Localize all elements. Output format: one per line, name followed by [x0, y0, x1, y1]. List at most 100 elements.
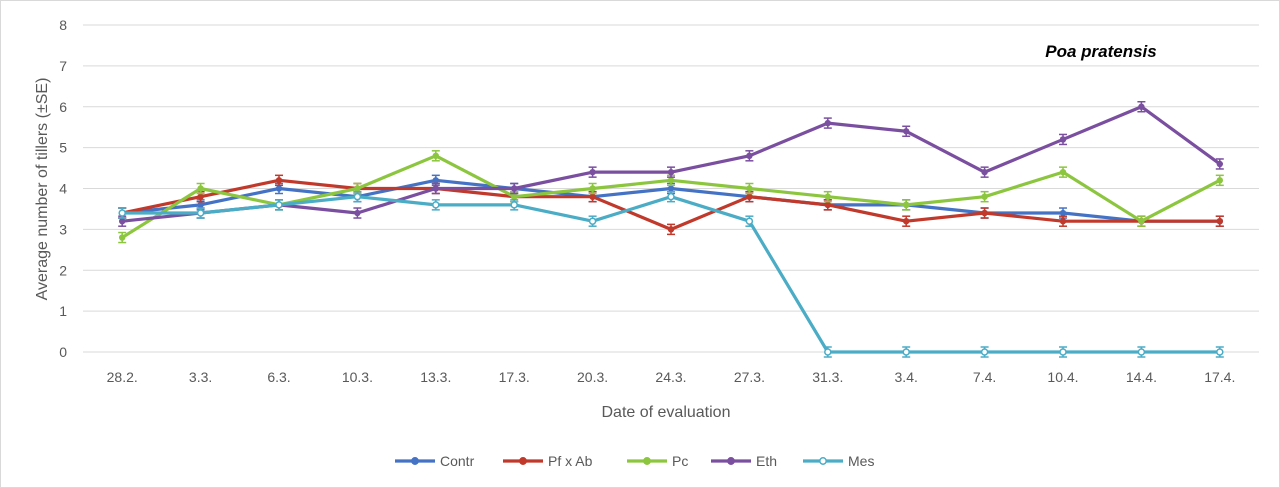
legend-label: Mes: [848, 453, 874, 469]
x-tick-label: 13.3.: [420, 369, 451, 385]
legend-item: Mes: [803, 453, 874, 469]
data-point: [196, 209, 205, 217]
x-tick-label: 20.3.: [577, 369, 608, 385]
data-point: [980, 348, 989, 356]
x-tick-label: 17.4.: [1204, 369, 1235, 385]
y-tick-label: 2: [59, 262, 67, 278]
legend-item: Pc: [627, 453, 688, 469]
data-point: [667, 185, 675, 192]
data-point: [1138, 103, 1145, 110]
data-point: [1216, 177, 1224, 184]
x-tick-label: 27.3.: [734, 369, 765, 385]
legend-marker: [411, 457, 419, 465]
legend-item: Pf x Ab: [503, 453, 593, 469]
chart-title: Poa pratensis: [1045, 42, 1157, 61]
data-point: [981, 168, 988, 176]
legend-marker: [819, 457, 827, 465]
data-point: [432, 152, 439, 159]
x-axis-title: Date of evaluation: [602, 404, 731, 421]
y-tick-label: 6: [59, 99, 67, 115]
data-point: [354, 185, 361, 192]
data-point: [981, 209, 988, 217]
data-point: [824, 193, 831, 200]
data-point: [353, 192, 362, 201]
y-tick-labels: 0 1 2 3 4 5 6 7 8: [59, 17, 67, 360]
legend: Contr Pf x Ab Pc Eth Mes: [395, 453, 874, 469]
y-tick-label: 1: [59, 303, 67, 319]
data-point: [824, 201, 831, 209]
data-point: [1059, 168, 1067, 176]
data-point: [667, 177, 675, 184]
y-tick-label: 3: [59, 221, 67, 237]
data-point: [118, 209, 126, 217]
y-tick-label: 7: [59, 58, 67, 74]
y-tick-label: 8: [59, 17, 67, 33]
legend-label: Pc: [672, 453, 688, 469]
data-point: [981, 193, 988, 200]
legend-label: Pf x Ab: [548, 453, 593, 469]
x-tick-label: 10.3.: [342, 369, 373, 385]
data-point: [746, 193, 753, 200]
data-point: [275, 201, 283, 209]
series-mes: [118, 190, 1224, 358]
x-tick-label: 24.3.: [655, 369, 686, 385]
data-point: [1216, 348, 1224, 356]
legend-marker: [727, 457, 735, 465]
data-point: [745, 217, 754, 225]
x-tick-label: 3.3.: [189, 369, 212, 385]
x-tick-label: 28.2.: [107, 369, 138, 385]
data-point: [1138, 218, 1145, 225]
data-point: [902, 348, 910, 356]
data-point: [432, 185, 439, 192]
x-tick-label: 31.3.: [812, 369, 843, 385]
y-axis-title: Average number of tillers (±SE): [34, 78, 51, 301]
data-point: [119, 218, 126, 225]
x-tick-label: 14.4.: [1126, 369, 1157, 385]
y-tick-label: 5: [59, 140, 67, 156]
data-point: [589, 193, 596, 200]
series-lines: [118, 101, 1224, 358]
data-point: [511, 193, 518, 200]
data-point: [197, 201, 204, 209]
x-tick-label: 10.4.: [1047, 369, 1078, 385]
data-point: [275, 185, 283, 192]
data-point: [511, 185, 518, 192]
data-point: [432, 201, 440, 209]
series-eth: [118, 101, 1224, 227]
data-point: [667, 168, 675, 176]
data-point: [824, 119, 831, 127]
data-point: [589, 168, 596, 176]
x-tick-label: 17.3.: [499, 369, 530, 385]
data-point: [197, 185, 204, 192]
data-point: [667, 192, 675, 201]
legend-marker: [643, 457, 651, 465]
data-point: [510, 201, 518, 209]
data-point: [903, 128, 910, 135]
legend-marker: [519, 457, 527, 465]
data-point: [903, 201, 910, 209]
y-tick-label: 0: [59, 344, 67, 360]
data-point: [1059, 136, 1067, 143]
data-point: [589, 185, 596, 192]
data-point: [1216, 218, 1224, 225]
data-point: [746, 185, 753, 192]
legend-item: Eth: [711, 453, 777, 469]
y-tick-label: 4: [59, 181, 67, 197]
data-point: [119, 234, 126, 241]
data-point: [432, 177, 439, 184]
data-point: [746, 152, 753, 159]
x-tick-label: 3.4.: [895, 369, 918, 385]
data-point: [1216, 160, 1224, 168]
data-point: [1059, 348, 1067, 356]
data-point: [903, 218, 910, 225]
data-point: [1059, 218, 1067, 225]
data-point: [197, 193, 204, 200]
data-point: [1059, 209, 1067, 217]
data-point: [354, 209, 361, 217]
data-point: [667, 226, 675, 233]
legend-item: Contr: [395, 453, 475, 469]
data-point: [588, 217, 597, 225]
x-tick-label: 7.4.: [973, 369, 996, 385]
